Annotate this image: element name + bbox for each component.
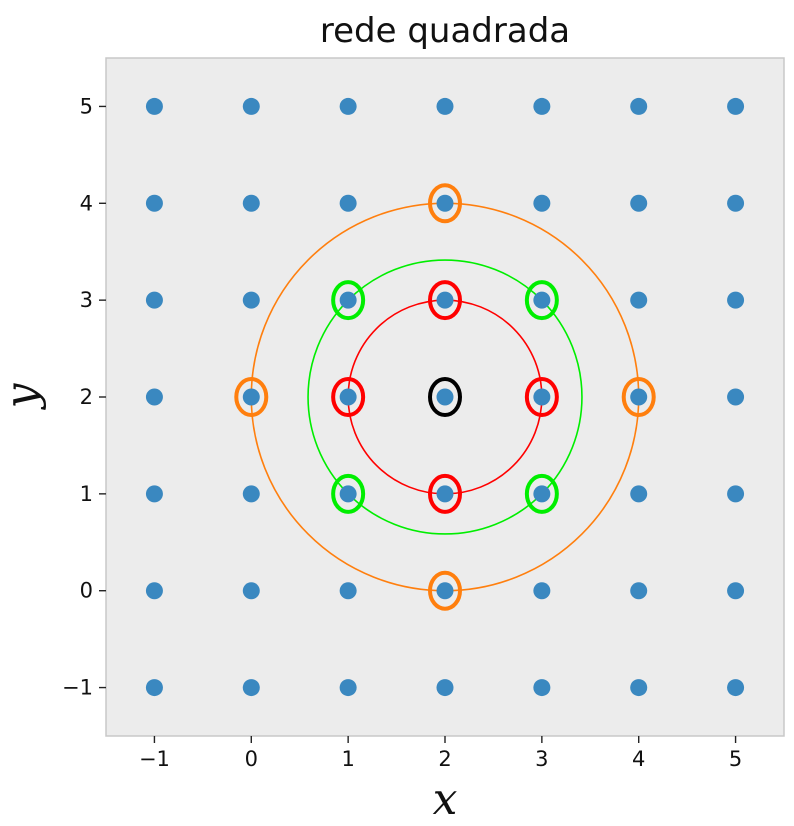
lattice-point (630, 485, 648, 503)
neighbor-ring (428, 280, 462, 321)
lattice-point (339, 194, 357, 212)
neighbor-ring (621, 377, 656, 417)
lattice-point (242, 582, 260, 600)
lattice-point (630, 388, 648, 406)
lattice-point (727, 485, 745, 503)
lattice-point (339, 97, 357, 115)
lattice-point (436, 291, 454, 309)
lattice-point (533, 194, 551, 212)
lattice-point (242, 388, 260, 406)
lattice-point (145, 582, 163, 600)
lattice-point (145, 97, 163, 115)
lattice-point (339, 291, 357, 309)
lattice-point (339, 485, 357, 503)
lattice-point (145, 291, 163, 309)
lattice-point (533, 97, 551, 115)
neighbor-ring (524, 473, 559, 514)
neighbor-ring (331, 280, 366, 321)
lattice-point (630, 291, 648, 309)
lattice-point (145, 679, 163, 697)
lattice-point (727, 97, 745, 115)
x-tick-label: 0 (245, 747, 258, 771)
neighbor-ring (428, 377, 462, 417)
lattice-point (145, 388, 163, 406)
neighbor-ring (428, 473, 462, 514)
lattice-points (145, 97, 745, 697)
lattice-point (436, 679, 454, 697)
y-axis-ticks: −1 0 1 2 3 4 5 (62, 94, 106, 700)
lattice-point (727, 679, 745, 697)
lattice-point (533, 485, 551, 503)
neighbor-ring (524, 377, 559, 417)
x-axis-ticks: −1 0 1 2 3 4 5 (139, 736, 742, 771)
lattice-point (727, 388, 745, 406)
lattice-point (630, 194, 648, 212)
neighbor-ring (524, 280, 559, 321)
lattice-point (242, 485, 260, 503)
lattice-point (630, 97, 648, 115)
lattice-point (436, 97, 454, 115)
distance-circle (307, 259, 583, 535)
y-axis-label: y (0, 382, 47, 410)
lattice-point (242, 291, 260, 309)
y-tick-label: 2 (80, 385, 93, 409)
lattice-point (145, 485, 163, 503)
x-tick-label: 4 (632, 747, 645, 771)
lattice-point (630, 679, 648, 697)
x-tick-label: 2 (438, 747, 451, 771)
y-tick-label: 1 (80, 482, 93, 506)
neighbor-ring (331, 473, 366, 514)
neighbor-ring (331, 377, 366, 417)
lattice-point (339, 582, 357, 600)
lattice-point (339, 388, 357, 406)
lattice-point (242, 679, 260, 697)
lattice-point (145, 194, 163, 212)
neighbor-ring (234, 377, 269, 417)
y-tick-label: 0 (80, 579, 93, 603)
x-axis-label: x (433, 774, 458, 825)
neighbor-ring (428, 183, 462, 224)
lattice-point (436, 388, 454, 406)
x-tick-label: 3 (535, 747, 548, 771)
neighbor-ring (428, 570, 462, 611)
lattice-point (242, 97, 260, 115)
chart-title: rede quadrada (320, 11, 570, 51)
y-tick-label: 3 (80, 288, 93, 312)
lattice-point (533, 679, 551, 697)
neighbor-highlights (234, 183, 656, 611)
lattice-point (727, 291, 745, 309)
lattice-point (436, 194, 454, 212)
lattice-point (533, 291, 551, 309)
lattice-point (533, 388, 551, 406)
y-tick-label: −1 (62, 676, 93, 700)
lattice-point (727, 582, 745, 600)
y-tick-label: 5 (80, 94, 93, 118)
lattice-point (436, 485, 454, 503)
y-tick-label: 4 (80, 191, 93, 215)
lattice-point (727, 194, 745, 212)
lattice-point (339, 679, 357, 697)
lattice-point (436, 582, 454, 600)
lattice-point (533, 582, 551, 600)
x-tick-label: −1 (139, 747, 170, 771)
lattice-point (242, 194, 260, 212)
x-tick-label: 1 (341, 747, 354, 771)
lattice-point (630, 582, 648, 600)
x-tick-label: 5 (729, 747, 742, 771)
